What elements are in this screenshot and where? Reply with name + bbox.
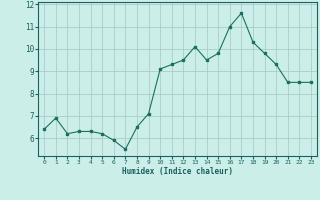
X-axis label: Humidex (Indice chaleur): Humidex (Indice chaleur) — [122, 167, 233, 176]
